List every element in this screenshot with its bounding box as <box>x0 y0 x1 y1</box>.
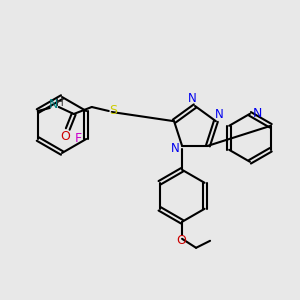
Text: N: N <box>253 107 262 120</box>
Text: N: N <box>214 108 223 121</box>
Text: S: S <box>109 104 117 118</box>
Text: F: F <box>75 133 82 146</box>
Text: N: N <box>49 98 58 112</box>
Text: N: N <box>188 92 196 106</box>
Text: O: O <box>60 130 70 142</box>
Text: O: O <box>176 234 186 247</box>
Text: N: N <box>171 142 179 155</box>
Text: H: H <box>56 98 64 108</box>
